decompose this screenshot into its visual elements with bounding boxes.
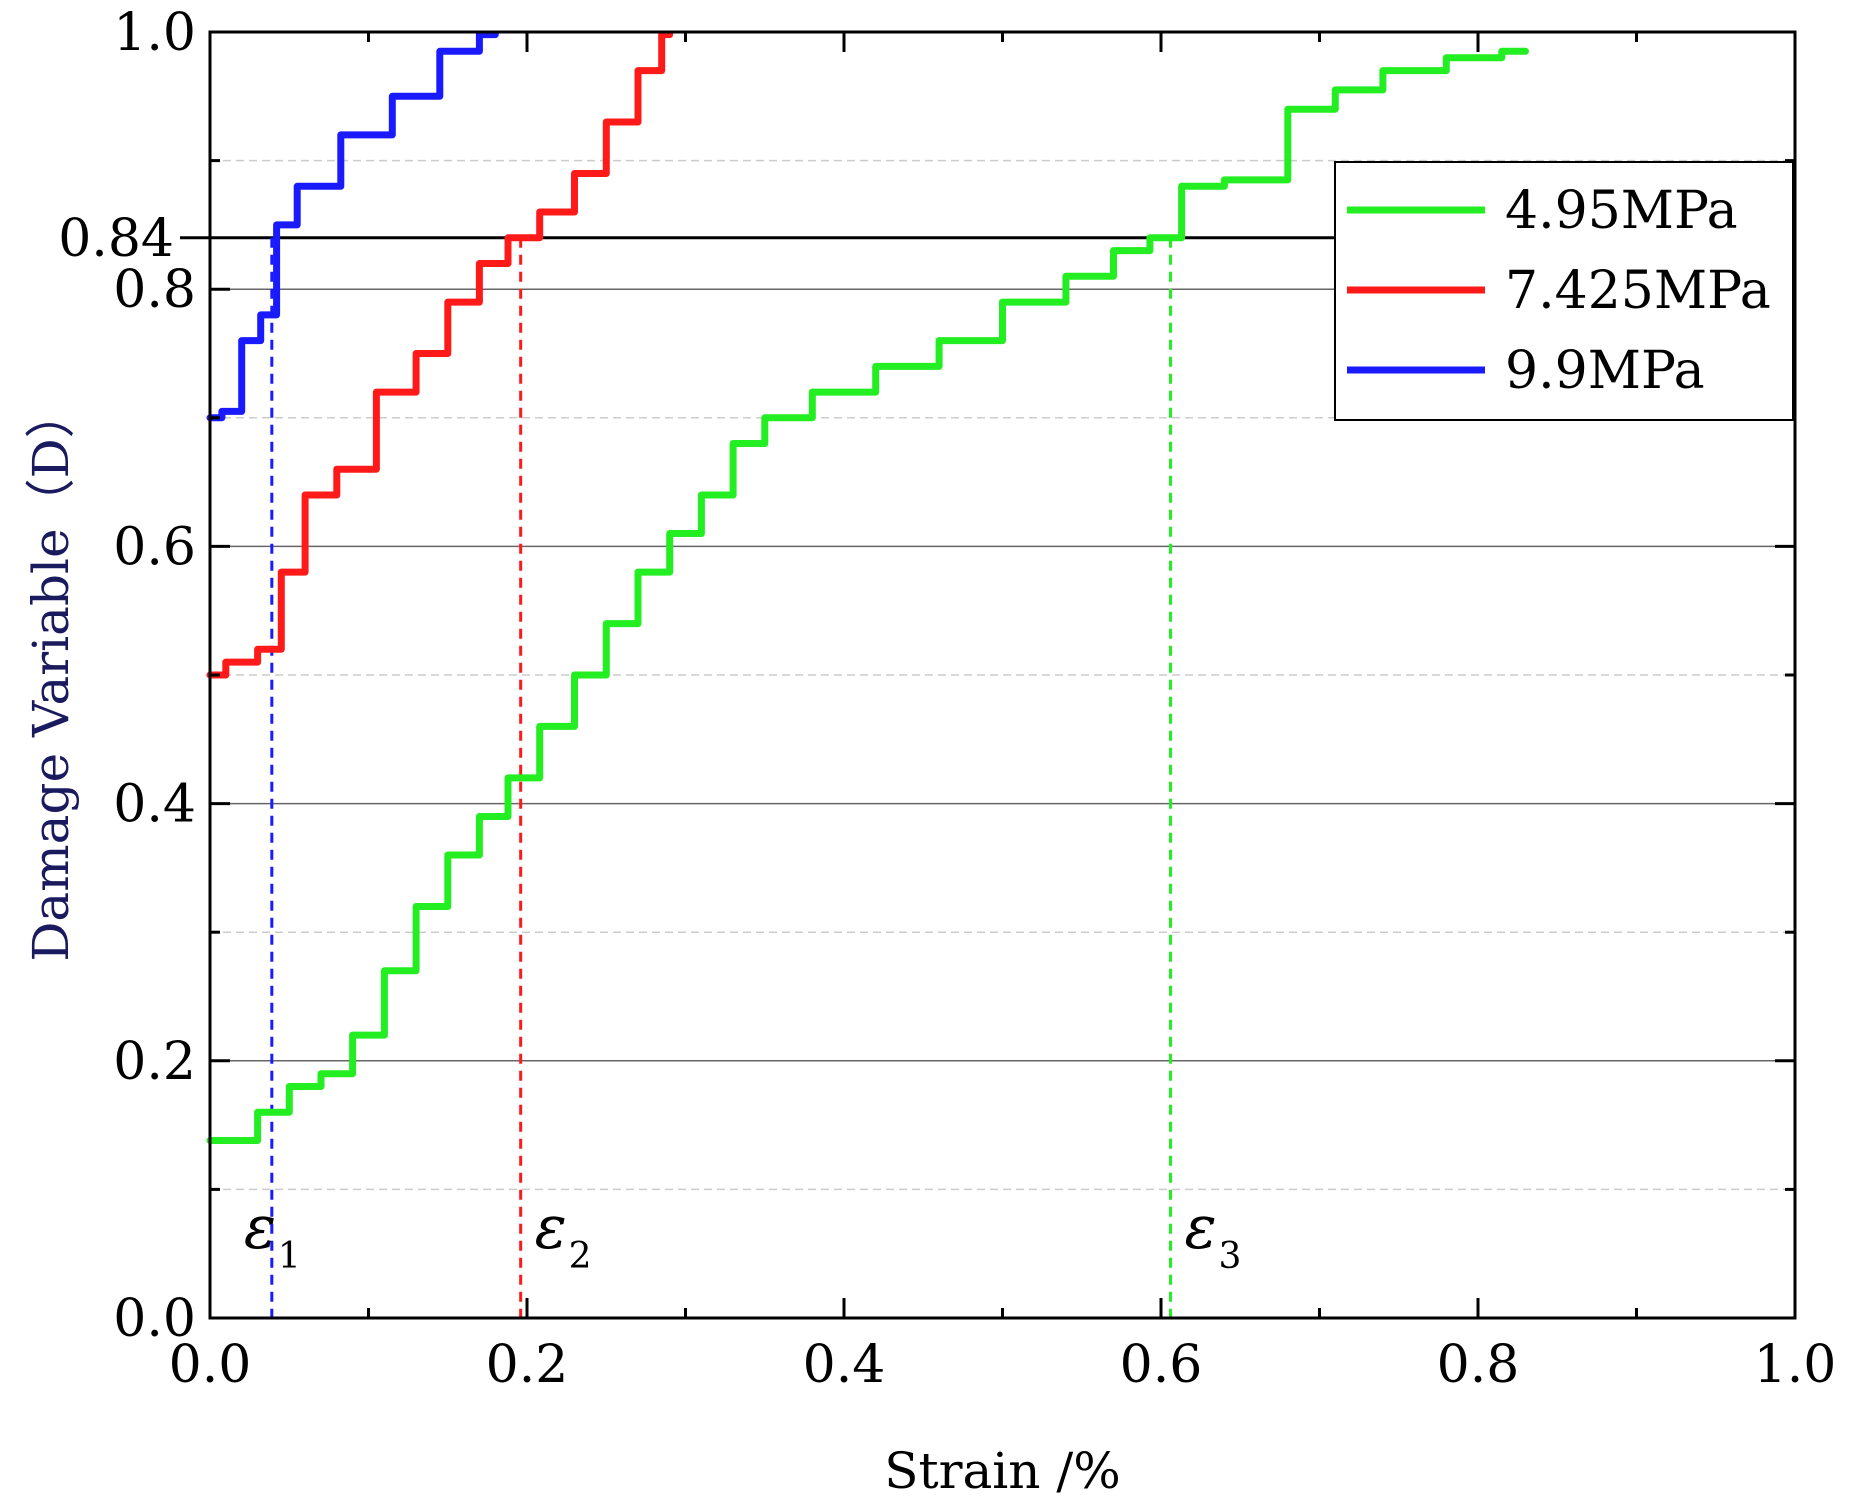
legend-label-2: 7.425MPa [1505, 261, 1771, 321]
y-tick-label: 0.0 [113, 1289, 196, 1349]
axis-layer: 0.0 0.2 0.4 0.6 0.8 1.0 0.0 0.2 0.4 0.6 0.8 1.0 [113, 3, 1836, 1395]
epsilon-subscript-2: 2 [569, 1236, 592, 1277]
x-tick-label: 0.4 [803, 1335, 886, 1395]
epsilon-label-1: ε [244, 1193, 276, 1263]
epsilon-label-3: ε [1185, 1193, 1217, 1263]
series-line-7-425mpa [206, 31, 674, 679]
x-tick-label: 0.0 [169, 1335, 252, 1395]
epsilon-subscript-1: 1 [278, 1236, 301, 1277]
y-tick-label: 1.0 [113, 3, 196, 63]
series-line-4-95mpa [206, 47, 1529, 1144]
x-tick-label: 0.6 [1120, 1335, 1203, 1395]
x-tick-label: 0.8 [1437, 1335, 1520, 1395]
y-tick-label: 0.2 [113, 1032, 196, 1092]
y-tick-label: 0.4 [113, 775, 196, 835]
legend-label-1: 4.95MPa [1505, 181, 1738, 241]
series-layer [206, 31, 1529, 1144]
threshold-label: 0.84 [58, 209, 174, 269]
x-axis-title: Strain /% [884, 1442, 1121, 1500]
series-line-9-9mpa [206, 31, 499, 422]
legend-label-3: 9.9MPa [1505, 341, 1705, 401]
legend: 4.95MPa 7.425MPa 9.9MPa [1334, 161, 1794, 421]
y-tick-label: 0.8 [113, 260, 196, 320]
y-tick-label: 0.6 [113, 517, 196, 577]
epsilon-subscript-3: 3 [1219, 1236, 1242, 1277]
x-tick-label: 1.0 [1754, 1335, 1837, 1395]
epsilon-label-2: ε [535, 1193, 567, 1263]
y-axis-title: Damage Variable（D） [22, 388, 80, 961]
x-tick-label: 0.2 [486, 1335, 569, 1395]
